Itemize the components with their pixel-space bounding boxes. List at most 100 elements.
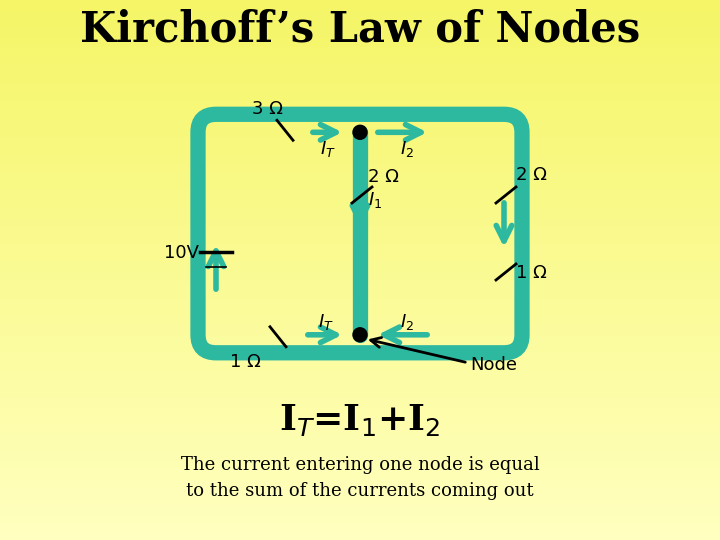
Bar bbox=[0, 396, 720, 405]
Bar bbox=[0, 404, 720, 414]
Bar bbox=[0, 494, 720, 504]
Bar bbox=[0, 395, 720, 405]
Bar bbox=[0, 423, 720, 432]
Bar bbox=[0, 305, 720, 315]
Bar bbox=[0, 44, 720, 54]
Bar bbox=[0, 143, 720, 153]
Bar bbox=[0, 468, 720, 477]
Text: 1 Ω: 1 Ω bbox=[230, 353, 261, 371]
Bar bbox=[0, 413, 720, 423]
Bar bbox=[0, 405, 720, 414]
Bar bbox=[0, 206, 720, 216]
Bar bbox=[0, 180, 720, 189]
Text: Kirchoff’s Law of Nodes: Kirchoff’s Law of Nodes bbox=[80, 9, 640, 51]
Bar bbox=[0, 387, 720, 396]
Circle shape bbox=[353, 328, 367, 342]
Bar bbox=[0, 504, 720, 513]
Bar bbox=[0, 179, 720, 189]
Bar bbox=[0, 521, 720, 531]
Bar bbox=[0, 36, 720, 45]
Bar bbox=[0, 99, 720, 108]
Bar bbox=[0, 458, 720, 468]
Bar bbox=[0, 459, 720, 468]
Bar bbox=[0, 126, 720, 135]
Bar bbox=[0, 89, 720, 99]
Bar bbox=[0, 9, 720, 18]
Bar bbox=[0, 116, 720, 126]
Bar bbox=[0, 17, 720, 27]
Bar bbox=[0, 512, 720, 522]
Bar bbox=[0, 359, 720, 369]
Bar bbox=[0, 242, 720, 252]
Bar bbox=[0, 369, 720, 378]
Bar bbox=[0, 62, 720, 72]
Bar bbox=[0, 431, 720, 441]
Bar bbox=[0, 171, 720, 180]
Bar bbox=[0, 161, 720, 171]
Bar bbox=[0, 54, 720, 63]
Text: Node: Node bbox=[470, 356, 517, 374]
Bar bbox=[0, 360, 720, 369]
Bar bbox=[0, 80, 720, 90]
Bar bbox=[0, 125, 720, 135]
Bar bbox=[0, 26, 720, 36]
Bar bbox=[0, 207, 720, 216]
Bar bbox=[0, 495, 720, 504]
Bar bbox=[0, 296, 720, 306]
Bar bbox=[0, 45, 720, 54]
Bar bbox=[0, 503, 720, 513]
Bar bbox=[0, 188, 720, 198]
Bar bbox=[0, 530, 720, 540]
Bar bbox=[0, 449, 720, 459]
Bar bbox=[0, 315, 720, 324]
Bar bbox=[0, 450, 720, 459]
Bar bbox=[0, 341, 720, 351]
Text: I$_2$: I$_2$ bbox=[400, 312, 414, 332]
Text: 2 Ω: 2 Ω bbox=[516, 166, 547, 184]
Text: 3 Ω: 3 Ω bbox=[252, 100, 283, 118]
Bar bbox=[0, 0, 720, 9]
Bar bbox=[0, 261, 720, 270]
Bar bbox=[0, 467, 720, 477]
Bar bbox=[0, 0, 720, 9]
Text: 1 Ω: 1 Ω bbox=[516, 264, 546, 282]
Bar bbox=[0, 170, 720, 180]
Bar bbox=[0, 233, 720, 243]
Circle shape bbox=[353, 125, 367, 139]
Bar bbox=[0, 63, 720, 72]
Bar bbox=[0, 522, 720, 531]
Text: The current entering one node is equal
to the sum of the currents coming out: The current entering one node is equal t… bbox=[181, 456, 539, 500]
Bar bbox=[0, 98, 720, 108]
Bar bbox=[0, 324, 720, 333]
Bar bbox=[0, 323, 720, 333]
Bar bbox=[0, 368, 720, 378]
Bar bbox=[0, 476, 720, 486]
Bar bbox=[0, 278, 720, 288]
Bar bbox=[0, 27, 720, 36]
Text: I$_T$=I$_1$+I$_2$: I$_T$=I$_1$+I$_2$ bbox=[279, 402, 441, 438]
Bar bbox=[0, 270, 720, 279]
Bar bbox=[0, 189, 720, 198]
Bar bbox=[0, 197, 720, 207]
Bar bbox=[0, 8, 720, 18]
Text: 10V: 10V bbox=[164, 244, 199, 262]
Bar bbox=[0, 513, 720, 522]
Bar bbox=[0, 350, 720, 360]
Bar bbox=[0, 81, 720, 90]
Bar bbox=[0, 287, 720, 297]
Bar bbox=[0, 477, 720, 486]
Bar bbox=[0, 152, 720, 162]
Bar bbox=[0, 422, 720, 432]
Bar bbox=[0, 216, 720, 225]
Bar bbox=[0, 288, 720, 297]
Bar bbox=[0, 215, 720, 225]
Bar bbox=[0, 135, 720, 144]
Bar bbox=[0, 35, 720, 45]
Text: I$_2$: I$_2$ bbox=[400, 139, 414, 159]
Bar bbox=[0, 144, 720, 153]
Bar bbox=[0, 485, 720, 495]
Bar bbox=[0, 252, 720, 261]
Bar bbox=[0, 72, 720, 81]
Bar bbox=[0, 224, 720, 234]
Bar bbox=[0, 386, 720, 396]
